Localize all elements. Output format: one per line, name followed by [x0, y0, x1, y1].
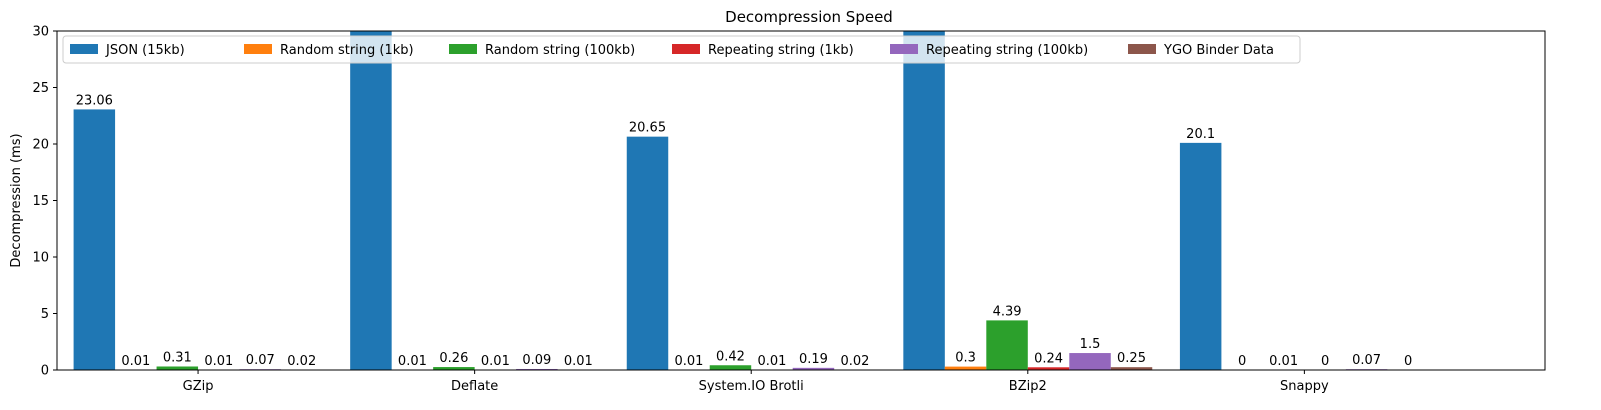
y-tick-label: 5 [41, 307, 49, 322]
value-label-4-2: 0.01 [1269, 354, 1298, 369]
bar-3-2 [986, 320, 1028, 370]
value-label-0-4: 0.07 [246, 353, 275, 368]
bar-3-3 [1027, 367, 1070, 370]
y-tick-label: 30 [32, 25, 49, 40]
value-label-3-2: 4.39 [993, 304, 1022, 319]
plot-frame [56, 30, 1546, 371]
bar-3-0 [903, 31, 945, 370]
legend-swatch [1128, 44, 1156, 54]
value-labels-layer: 23.06 20.65 20.1 0.01 0.01 0.01 0.3 0 0.31 0.26 0.… [76, 93, 1413, 369]
legend-swatch [449, 44, 477, 54]
value-label-3-1: 0.3 [955, 351, 976, 366]
x-tick-label: GZip [183, 379, 214, 394]
legend-label: Random string (100kb) [485, 43, 635, 58]
bar-3-4 [1069, 353, 1111, 370]
legend-swatch [244, 44, 272, 54]
legend-swatch [672, 44, 700, 54]
value-label-0-5: 0.02 [287, 354, 316, 369]
value-label-2-5: 0.02 [840, 354, 869, 369]
bar-1-4 [516, 368, 558, 370]
legend-label: JSON (15kb) [105, 43, 185, 58]
legend-label: Repeating string (100kb) [926, 43, 1088, 58]
value-label-2-3: 0.01 [757, 354, 786, 369]
value-label-3-4: 1.5 [1080, 337, 1101, 352]
legend-label: YGO Binder Data [1163, 43, 1274, 58]
value-label-4-3: 0 [1321, 354, 1329, 369]
value-label-1-4: 0.09 [522, 353, 551, 368]
bar-1-2 [433, 367, 475, 370]
value-label-4-1: 0 [1238, 354, 1246, 369]
value-label-0-3: 0.01 [204, 354, 233, 369]
y-tick-label: 20 [32, 138, 49, 153]
bar-2-2 [709, 365, 752, 370]
y-tick-label: 25 [32, 81, 49, 96]
y-axis-title: Decompression (ms) [9, 133, 24, 267]
value-label-2-4: 0.19 [799, 352, 828, 367]
bar-4-0 [1179, 142, 1222, 370]
legend-swatch [70, 44, 98, 54]
legend: JSON (15kb) Random string (1kb) Random str… [62, 35, 1301, 64]
value-label-0-2: 0.31 [163, 350, 192, 365]
value-label-4-0: 20.1 [1186, 127, 1215, 142]
value-label-2-2: 0.42 [716, 349, 745, 364]
value-label-1-3: 0.01 [481, 354, 510, 369]
value-label-0-0: 23.06 [76, 93, 113, 108]
value-label-4-4: 0.07 [1352, 353, 1381, 368]
bar-2-0 [626, 136, 669, 370]
x-tick-label: Deflate [451, 379, 498, 394]
x-tick-label: BZip2 [1009, 379, 1047, 394]
chart-title: Decompression Speed [725, 8, 893, 26]
x-tick-label: Snappy [1280, 379, 1329, 394]
value-label-1-1: 0.01 [398, 354, 427, 369]
bar-1-0 [350, 31, 392, 370]
y-tick-label: 15 [32, 194, 49, 209]
value-label-1-5: 0.01 [564, 354, 593, 369]
value-label-3-5: 0.25 [1117, 351, 1146, 366]
value-label-2-0: 20.65 [629, 121, 666, 136]
bar-3-1 [944, 366, 987, 370]
axes-layer: 0 5 10 15 20 25 30 GZip Deflate System.IO Brotli B… [32, 25, 1546, 394]
value-label-0-1: 0.01 [121, 354, 150, 369]
value-label-3-3: 0.24 [1034, 351, 1063, 366]
bar-3-5 [1110, 367, 1153, 370]
bar-0-2 [156, 366, 199, 370]
bar-0-0 [73, 109, 116, 370]
legend-label: Random string (1kb) [280, 43, 414, 58]
legend-label: Repeating string (1kb) [708, 43, 854, 58]
value-label-2-1: 0.01 [675, 354, 704, 369]
bar-2-4 [792, 367, 835, 370]
y-tick-label: 0 [41, 364, 49, 379]
value-label-1-2: 0.26 [439, 351, 468, 366]
x-tick-label: System.IO Brotli [699, 379, 804, 394]
y-tick-label: 10 [32, 251, 49, 266]
value-label-4-5: 0 [1404, 354, 1412, 369]
bars-layer [73, 31, 1388, 370]
legend-swatch [890, 44, 918, 54]
